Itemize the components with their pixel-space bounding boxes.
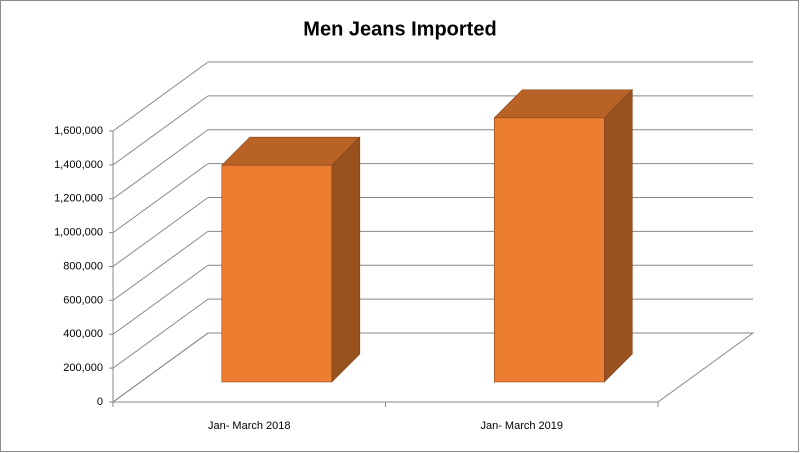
bar [221,136,361,383]
bar-side [603,89,633,383]
bar-front [221,164,333,383]
grid-line [112,129,209,200]
y-tick-label: 0 [97,396,103,408]
bar-front [493,117,605,383]
grid-line [112,197,209,267]
bar [493,89,634,383]
bar-side [331,136,361,383]
chart-title: Men Jeans Imported [303,18,496,40]
y-tick-label: 1,400,000 [54,159,103,171]
y-tick-label: 400,000 [63,328,103,340]
grid-line [112,298,209,369]
y-tick-label: 600,000 [63,294,103,306]
grid-line [112,230,209,301]
x-tick-label: Jan- March 2019 [480,420,563,432]
y-tick-label: 200,000 [63,362,103,374]
grid-line [112,332,209,403]
grid-line [112,163,209,234]
y-tick-label: 1,200,000 [54,193,103,205]
grid-line [112,61,209,132]
y-tick-label: 1,000,000 [54,227,103,239]
grid-line [112,95,209,166]
y-tick-label: 1,600,000 [54,125,103,137]
y-tick-label: 800,000 [63,260,103,272]
grid-line [112,264,209,335]
x-tick-label: Jan- March 2018 [208,420,291,432]
